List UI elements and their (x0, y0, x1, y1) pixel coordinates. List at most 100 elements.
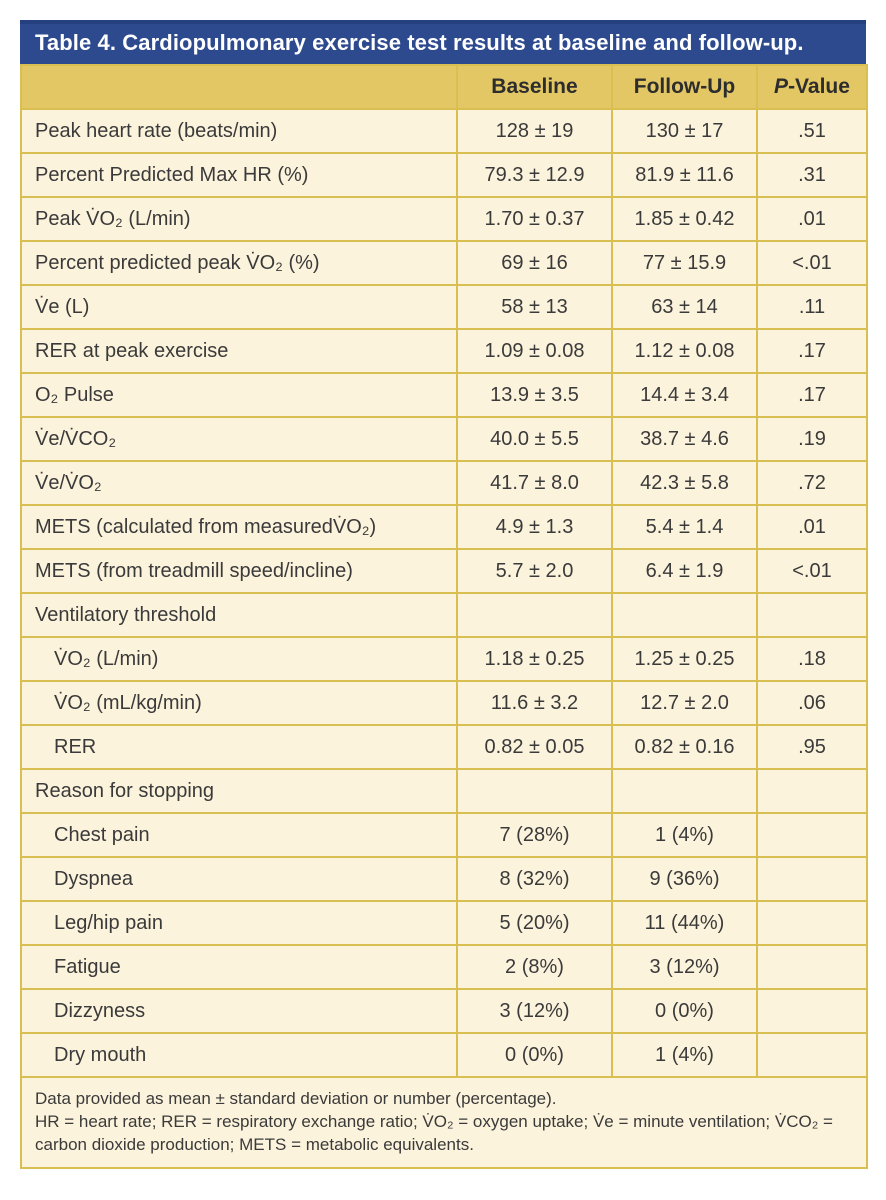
table-row: V̇O₂ (mL/kg/min) 11.6 ± 3.2 12.7 ± 2.0 .… (20, 680, 868, 726)
table-row: Percent Predicted Max HR (%) 79.3 ± 12.9… (20, 152, 868, 198)
baseline-value-cell: 11.6 ± 3.2 (456, 680, 613, 726)
pvalue-cell: .31 (756, 152, 868, 198)
row-label-cell: Peak heart rate (beats/min) (20, 108, 458, 154)
baseline-value-cell: 4.9 ± 1.3 (456, 504, 613, 550)
table-footer: Data provided as mean ± standard deviati… (20, 1075, 868, 1170)
row-label-cell: Reason for stopping (20, 768, 458, 814)
row-label-cell: V̇e/V̇O₂ (20, 460, 458, 506)
pvalue-cell (756, 768, 868, 814)
row-label-cell: METS (from treadmill speed/incline) (20, 548, 458, 594)
pvalue-cell: .01 (756, 504, 868, 550)
row-label-cell: Dizzyness (20, 988, 458, 1034)
pvalue-cell: .19 (756, 416, 868, 462)
pvalue-cell (756, 944, 868, 990)
table-row: METS (calculated from measuredV̇O₂) 4.9 … (20, 504, 868, 550)
row-label-cell: V̇e/V̇CO₂ (20, 416, 458, 462)
table-title: Table 4. Cardiopulmonary exercise test r… (20, 20, 866, 64)
column-header-baseline: Baseline (456, 64, 613, 110)
table-row: V̇e/V̇CO₂ 40.0 ± 5.5 38.7 ± 4.6 .19 (20, 416, 868, 462)
table-row: Dyspnea 8 (32%) 9 (36%) (20, 856, 868, 902)
table-row: Ventilatory threshold (20, 592, 868, 638)
pvalue-cell: .01 (756, 196, 868, 242)
followup-value-cell (611, 768, 758, 814)
followup-value-cell: 38.7 ± 4.6 (611, 416, 758, 462)
table-row: V̇e (L) 58 ± 13 63 ± 14 .11 (20, 284, 868, 330)
followup-value-cell: 9 (36%) (611, 856, 758, 902)
footnote-line-2: HR = heart rate; RER = respiratory excha… (35, 1112, 833, 1155)
table-row: Peak heart rate (beats/min) 128 ± 19 130… (20, 108, 868, 154)
table-row: Leg/hip pain 5 (20%) 11 (44%) (20, 900, 868, 946)
baseline-value-cell: 128 ± 19 (456, 108, 613, 154)
baseline-value-cell: 1.09 ± 0.08 (456, 328, 613, 374)
baseline-value-cell (456, 768, 613, 814)
baseline-value-cell: 1.70 ± 0.37 (456, 196, 613, 242)
followup-value-cell: 1.25 ± 0.25 (611, 636, 758, 682)
baseline-value-cell: 41.7 ± 8.0 (456, 460, 613, 506)
followup-value-cell: 6.4 ± 1.9 (611, 548, 758, 594)
cpet-results-table: Baseline Follow-Up P-Value Peak heart ra… (20, 64, 868, 1170)
baseline-value-cell: 7 (28%) (456, 812, 613, 858)
footnote-cell: Data provided as mean ± standard deviati… (20, 1075, 868, 1170)
row-label-cell: Dry mouth (20, 1032, 458, 1078)
baseline-value-cell: 0 (0%) (456, 1032, 613, 1078)
pvalue-cell: .18 (756, 636, 868, 682)
followup-value-cell (611, 592, 758, 638)
pvalue-cell: <.01 (756, 548, 868, 594)
footnote-row: Data provided as mean ± standard deviati… (20, 1075, 868, 1170)
column-header-pvalue: P-Value (756, 64, 868, 110)
pvalue-cell (756, 988, 868, 1034)
table-row: METS (from treadmill speed/incline) 5.7 … (20, 548, 868, 594)
table-row: O₂ Pulse 13.9 ± 3.5 14.4 ± 3.4 .17 (20, 372, 868, 418)
row-label-cell: RER at peak exercise (20, 328, 458, 374)
pvalue-cell (756, 856, 868, 902)
row-label-cell: Percent predicted peak V̇O₂ (%) (20, 240, 458, 286)
table-row: V̇O₂ (L/min) 1.18 ± 0.25 1.25 ± 0.25 .18 (20, 636, 868, 682)
pvalue-cell: .72 (756, 460, 868, 506)
pvalue-header-p: P (774, 75, 789, 98)
pvalue-header-rest: -Value (788, 75, 850, 98)
baseline-value-cell: 79.3 ± 12.9 (456, 152, 613, 198)
followup-value-cell: 12.7 ± 2.0 (611, 680, 758, 726)
followup-value-cell: 81.9 ± 11.6 (611, 152, 758, 198)
baseline-value-cell: 1.18 ± 0.25 (456, 636, 613, 682)
followup-value-cell: 130 ± 17 (611, 108, 758, 154)
row-label-cell: V̇O₂ (L/min) (20, 636, 458, 682)
baseline-value-cell: 5 (20%) (456, 900, 613, 946)
row-label-cell: V̇O₂ (mL/kg/min) (20, 680, 458, 726)
followup-value-cell: 0 (0%) (611, 988, 758, 1034)
row-label-cell: Fatigue (20, 944, 458, 990)
table-row: Percent predicted peak V̇O₂ (%) 69 ± 16 … (20, 240, 868, 286)
followup-value-cell: 77 ± 15.9 (611, 240, 758, 286)
row-label-cell: O₂ Pulse (20, 372, 458, 418)
followup-value-cell: 11 (44%) (611, 900, 758, 946)
followup-value-cell: 5.4 ± 1.4 (611, 504, 758, 550)
pvalue-cell (756, 900, 868, 946)
pvalue-cell: .17 (756, 328, 868, 374)
row-label-cell: Peak V̇O₂ (L/min) (20, 196, 458, 242)
table-row: RER at peak exercise 1.09 ± 0.08 1.12 ± … (20, 328, 868, 374)
row-label-cell: METS (calculated from measuredV̇O₂) (20, 504, 458, 550)
row-label-cell: Chest pain (20, 812, 458, 858)
row-label-cell: RER (20, 724, 458, 770)
baseline-value-cell: 3 (12%) (456, 988, 613, 1034)
baseline-value-cell: 0.82 ± 0.05 (456, 724, 613, 770)
followup-value-cell: 1.85 ± 0.42 (611, 196, 758, 242)
followup-value-cell: 1 (4%) (611, 1032, 758, 1078)
baseline-value-cell: 69 ± 16 (456, 240, 613, 286)
pvalue-cell (756, 592, 868, 638)
row-label-cell: V̇e (L) (20, 284, 458, 330)
pvalue-cell: .17 (756, 372, 868, 418)
baseline-value-cell: 13.9 ± 3.5 (456, 372, 613, 418)
table-figure: Table 4. Cardiopulmonary exercise test r… (20, 20, 868, 1170)
baseline-value-cell: 8 (32%) (456, 856, 613, 902)
table-row: Dry mouth 0 (0%) 1 (4%) (20, 1032, 868, 1078)
column-header-empty (20, 64, 458, 110)
pvalue-cell (756, 1032, 868, 1078)
row-label-cell: Dyspnea (20, 856, 458, 902)
pvalue-cell (756, 812, 868, 858)
table-row: Chest pain 7 (28%) 1 (4%) (20, 812, 868, 858)
followup-value-cell: 3 (12%) (611, 944, 758, 990)
row-label-cell: Percent Predicted Max HR (%) (20, 152, 458, 198)
footnote-line-1: Data provided as mean ± standard deviati… (35, 1089, 557, 1108)
baseline-value-cell: 40.0 ± 5.5 (456, 416, 613, 462)
